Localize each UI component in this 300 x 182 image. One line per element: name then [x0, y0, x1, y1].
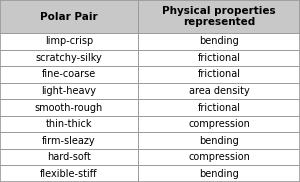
Text: smooth-rough: smooth-rough	[35, 102, 103, 112]
Text: frictional: frictional	[197, 70, 241, 80]
Text: flexible-stiff: flexible-stiff	[40, 169, 98, 179]
Bar	[138, 132, 300, 149]
Text: firm-sleazy: firm-sleazy	[42, 136, 96, 146]
Text: compression: compression	[188, 152, 250, 162]
Bar	[138, 165, 300, 182]
Bar	[138, 99, 300, 116]
Text: scratchy-silky: scratchy-silky	[36, 53, 102, 63]
Text: limp-crisp: limp-crisp	[45, 36, 93, 46]
Text: hard-soft: hard-soft	[47, 152, 91, 162]
Bar	[0, 132, 138, 149]
Text: area density: area density	[189, 86, 249, 96]
Bar	[0, 66, 138, 83]
Bar	[138, 33, 300, 50]
Text: bending: bending	[199, 36, 239, 46]
Text: fine-coarse: fine-coarse	[42, 70, 96, 80]
Bar	[138, 149, 300, 165]
Bar	[0, 0, 138, 33]
Text: Physical properties
represented: Physical properties represented	[162, 6, 276, 27]
Bar	[0, 83, 138, 99]
Bar	[0, 50, 138, 66]
Text: bending: bending	[199, 136, 239, 146]
Bar	[138, 66, 300, 83]
Text: light-heavy: light-heavy	[41, 86, 97, 96]
Text: frictional: frictional	[197, 53, 241, 63]
Bar	[0, 165, 138, 182]
Bar	[138, 83, 300, 99]
Bar	[138, 50, 300, 66]
Bar	[138, 116, 300, 132]
Text: Polar Pair: Polar Pair	[40, 11, 98, 21]
Text: compression: compression	[188, 119, 250, 129]
Bar	[0, 149, 138, 165]
Bar	[138, 0, 300, 33]
Bar	[0, 99, 138, 116]
Bar	[0, 33, 138, 50]
Text: frictional: frictional	[197, 102, 241, 112]
Text: thin-thick: thin-thick	[46, 119, 92, 129]
Text: bending: bending	[199, 169, 239, 179]
Bar	[0, 116, 138, 132]
